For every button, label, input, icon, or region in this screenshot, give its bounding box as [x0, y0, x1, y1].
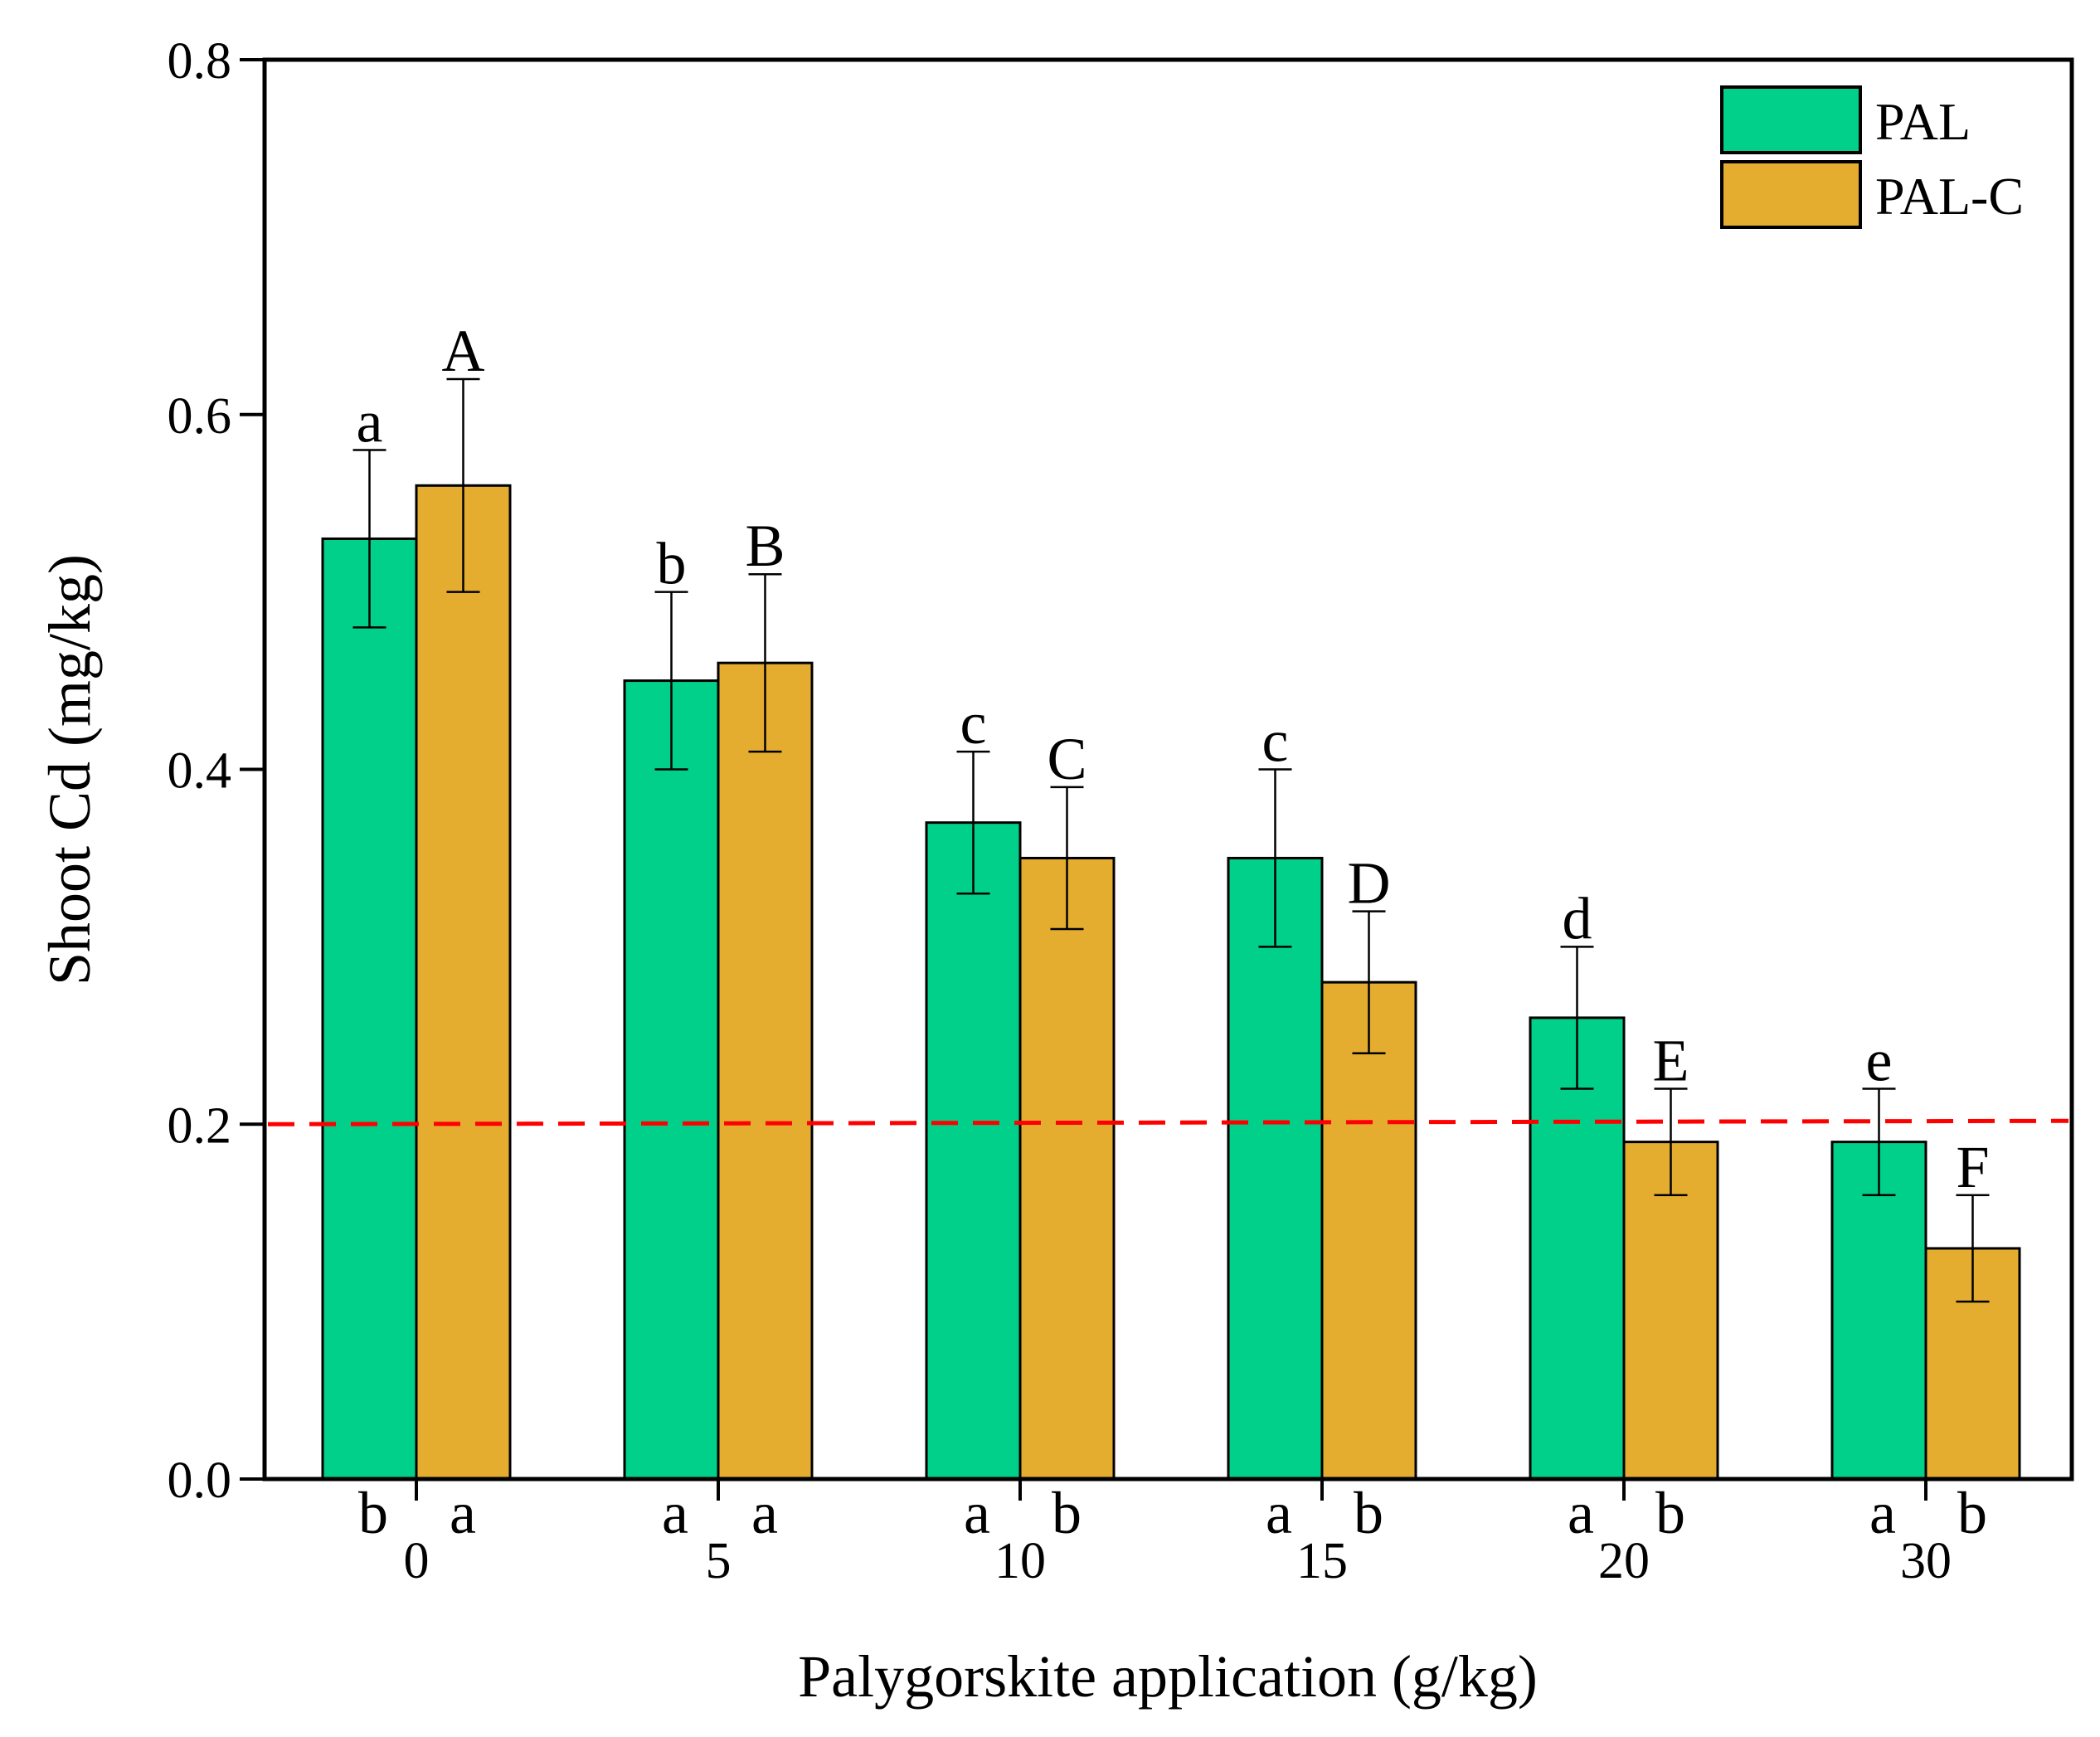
significance-letter-pal-20: d [1563, 885, 1592, 951]
x-tick-label-30: 30 [1900, 1533, 1952, 1589]
legend-swatch-pal [1720, 85, 1862, 154]
group-letter-pal-30: a [1869, 1480, 1896, 1546]
legend-label-pal: PAL [1875, 92, 1971, 151]
group-letter-pal-5: a [662, 1480, 688, 1546]
plot-frame [262, 57, 2074, 1482]
bar-pal-5 [623, 679, 720, 1481]
x-tick-label-10: 10 [994, 1533, 1046, 1589]
group-letter-pal-15: a [1266, 1480, 1292, 1546]
error-bars-layer [352, 377, 1990, 1303]
significance-letter-pal-30: e [1866, 1027, 1893, 1093]
group-letter-pal-c-5: a [751, 1480, 778, 1546]
significance-letter-pal-15: c [1262, 708, 1289, 775]
legend-swatch-pal-c [1720, 160, 1862, 229]
bar-pal-c-5 [717, 661, 814, 1481]
group-letter-pal-c-30: b [1957, 1480, 1987, 1546]
y-axis-title: Shoot Cd (mg/kg) [36, 554, 103, 985]
bar-pal-30 [1830, 1141, 1927, 1481]
y-tick-label-0.6: 0.6 [168, 388, 232, 445]
y-tick-label-0.2: 0.2 [168, 1097, 232, 1154]
legend: PAL PAL-C [1720, 85, 2024, 229]
bar-pal-c-30 [1924, 1247, 2021, 1481]
x-axis-title: Palygorskite application (g/kg) [798, 1643, 1538, 1710]
y-tick-label-0.0: 0.0 [168, 1452, 232, 1509]
x-tick-label-0: 0 [404, 1533, 430, 1589]
group-letter-pal-10: a [964, 1480, 990, 1546]
significance-letter-pal-5: b [657, 531, 687, 597]
group-letter-pal-c-15: b [1354, 1480, 1383, 1546]
x-tick-label-15: 15 [1296, 1533, 1348, 1589]
axes-layer: 0.0 0.2 0.4 0.6 0.8 0 5 10 15 20 30 [168, 33, 1952, 1589]
y-tick-label-0.8: 0.8 [168, 33, 232, 90]
bar-pal-c-15 [1320, 980, 1417, 1481]
bar-pal-0 [321, 537, 418, 1481]
group-letter-pal-c-0: a [450, 1480, 476, 1546]
significance-letter-pal-c-5: B [745, 513, 785, 579]
x-tick-label-5: 5 [706, 1533, 732, 1589]
legend-label-pal-c: PAL-C [1875, 167, 2024, 226]
bars-layer [321, 484, 2021, 1481]
bar-pal-c-0 [415, 484, 512, 1481]
y-tick-label-0.4: 0.4 [168, 743, 232, 800]
significance-letter-pal-c-15: D [1348, 850, 1391, 917]
threshold-reference-line [267, 1118, 2069, 1126]
group-letter-pal-c-10: b [1052, 1480, 1082, 1546]
significance-letter-pal-c-20: E [1653, 1027, 1689, 1093]
significance-letter-pal-0: a [357, 389, 383, 455]
bar-pal-10 [925, 821, 1022, 1481]
bar-pal-15 [1227, 856, 1324, 1481]
significance-letter-pal-c-30: F [1956, 1134, 1989, 1200]
significance-letter-pal-10: c [960, 690, 987, 757]
bar-pal-20 [1529, 1016, 1626, 1481]
group-letter-pal-20: a [1568, 1480, 1594, 1546]
significance-letter-pal-c-0: A [442, 318, 485, 384]
significance-letter-pal-c-10: C [1047, 726, 1086, 792]
group-letter-pal-0: b [358, 1480, 388, 1546]
group-letter-pal-c-20: b [1655, 1480, 1685, 1546]
bar-pal-c-10 [1018, 856, 1116, 1481]
x-tick-label-20: 20 [1598, 1533, 1650, 1589]
